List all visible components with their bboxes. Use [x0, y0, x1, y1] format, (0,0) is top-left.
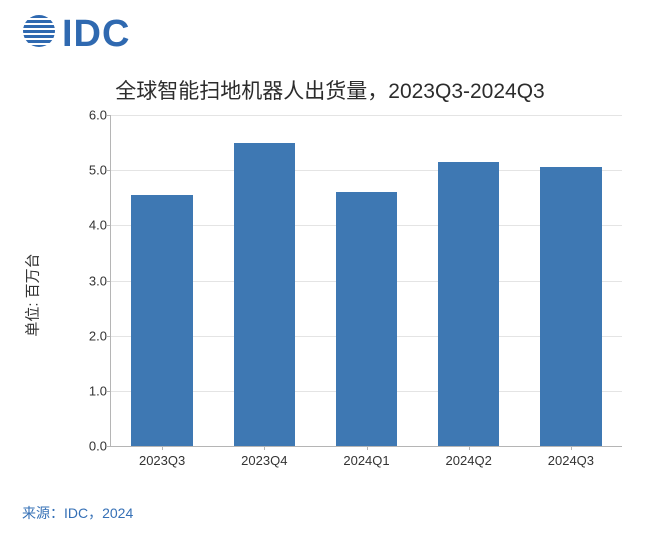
y-tick-label: 6.0 [77, 108, 107, 123]
gridline [111, 115, 622, 116]
x-tick-mark [264, 446, 265, 450]
chart: 单位: 百万台 0.01.02.03.04.05.06.02023Q32023Q… [72, 115, 628, 475]
y-tick-mark [107, 446, 111, 447]
bar [540, 167, 601, 446]
x-tick-mark [367, 446, 368, 450]
idc-logo-icon [22, 14, 56, 53]
source-label: 来源：IDC，2024 [22, 503, 133, 523]
x-tick-mark [162, 446, 163, 450]
y-tick-mark [107, 225, 111, 226]
y-tick-label: 4.0 [77, 218, 107, 233]
y-tick-label: 5.0 [77, 163, 107, 178]
y-tick-label: 3.0 [77, 273, 107, 288]
y-tick-mark [107, 336, 111, 337]
y-tick-mark [107, 170, 111, 171]
y-axis-label: 单位: 百万台 [22, 253, 43, 336]
plot-area: 0.01.02.03.04.05.06.02023Q32023Q42024Q12… [110, 115, 622, 447]
bar [438, 162, 499, 446]
bar [131, 195, 192, 446]
chart-title: 全球智能扫地机器人出货量，2023Q3-2024Q3 [22, 75, 638, 105]
x-tick-mark [571, 446, 572, 450]
x-tick-label: 2023Q3 [139, 453, 185, 468]
y-tick-label: 0.0 [77, 439, 107, 454]
x-tick-mark [469, 446, 470, 450]
x-tick-label: 2023Q4 [241, 453, 287, 468]
page: IDC 全球智能扫地机器人出货量，2023Q3-2024Q3 单位: 百万台 0… [0, 0, 660, 537]
y-tick-mark [107, 281, 111, 282]
idc-logo-text: IDC [62, 15, 130, 53]
x-tick-label: 2024Q3 [548, 453, 594, 468]
y-tick-mark [107, 391, 111, 392]
idc-logo: IDC [22, 14, 638, 53]
x-tick-label: 2024Q1 [343, 453, 389, 468]
y-tick-label: 2.0 [77, 328, 107, 343]
y-tick-mark [107, 115, 111, 116]
bar [336, 192, 397, 446]
x-tick-label: 2024Q2 [446, 453, 492, 468]
bar [234, 143, 295, 446]
y-tick-label: 1.0 [77, 383, 107, 398]
